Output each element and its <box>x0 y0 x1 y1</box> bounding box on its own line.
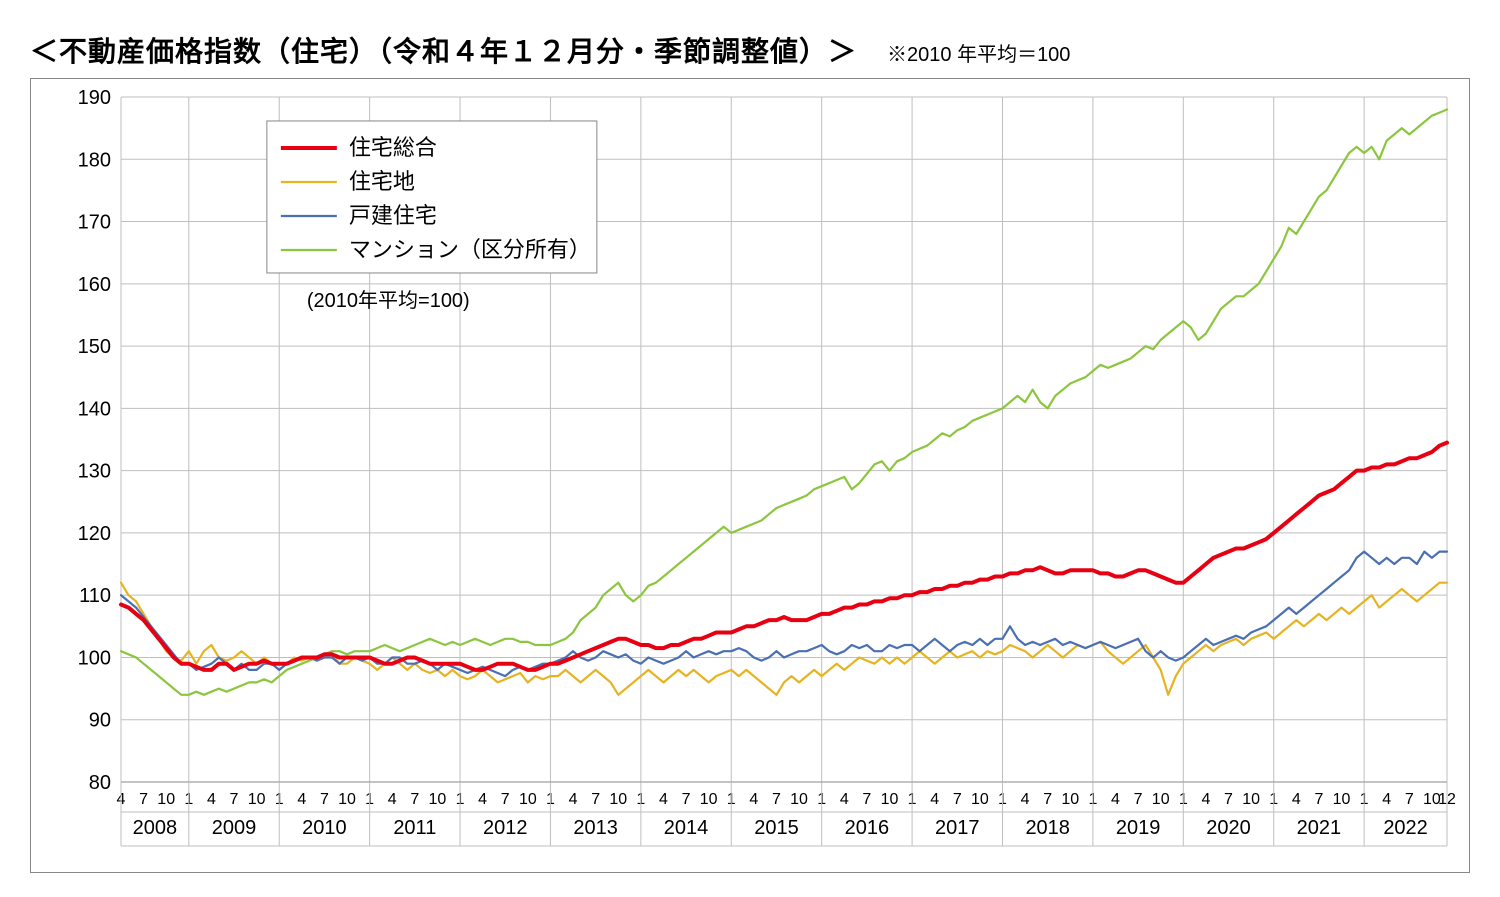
svg-text:住宅地: 住宅地 <box>349 169 415 194</box>
svg-text:2011: 2011 <box>393 817 436 839</box>
svg-text:2019: 2019 <box>1116 817 1161 839</box>
svg-text:7: 7 <box>1043 791 1052 808</box>
svg-text:4: 4 <box>1201 791 1210 808</box>
svg-text:4: 4 <box>840 791 849 808</box>
header: ＜不動産価格指数（住宅）（令和４年１２月分・季節調整値）＞ ※2010 年平均＝… <box>30 30 1470 70</box>
svg-text:2022: 2022 <box>1383 817 1428 839</box>
svg-text:2015: 2015 <box>754 817 799 839</box>
svg-text:2016: 2016 <box>845 817 890 839</box>
line-chart: 8090100110120130140150160170180190471014… <box>31 79 1469 872</box>
svg-text:7: 7 <box>682 791 691 808</box>
svg-text:2013: 2013 <box>573 817 618 839</box>
svg-text:住宅総合: 住宅総合 <box>349 135 437 160</box>
chart-note: ※2010 年平均＝100 <box>887 38 1070 67</box>
svg-text:120: 120 <box>78 523 111 545</box>
svg-text:7: 7 <box>320 791 329 808</box>
svg-text:戸建住宅: 戸建住宅 <box>349 203 437 228</box>
svg-text:130: 130 <box>78 461 111 483</box>
svg-text:90: 90 <box>89 710 111 732</box>
svg-text:10: 10 <box>609 791 627 808</box>
svg-text:7: 7 <box>1314 791 1323 808</box>
svg-text:マンション（区分所有）: マンション（区分所有） <box>349 237 591 262</box>
svg-text:110: 110 <box>79 585 111 607</box>
svg-text:10: 10 <box>248 791 266 808</box>
svg-text:190: 190 <box>78 87 111 109</box>
svg-text:10: 10 <box>429 791 447 808</box>
svg-text:7: 7 <box>1405 791 1414 808</box>
svg-text:2018: 2018 <box>1025 817 1070 839</box>
svg-text:10: 10 <box>1061 791 1079 808</box>
chart-annotation: (2010年平均=100) <box>307 289 470 312</box>
svg-text:7: 7 <box>862 791 871 808</box>
svg-text:4: 4 <box>1382 791 1391 808</box>
svg-text:140: 140 <box>78 398 111 420</box>
svg-text:4: 4 <box>207 791 216 808</box>
svg-text:2012: 2012 <box>483 817 528 839</box>
svg-text:7: 7 <box>139 791 148 808</box>
svg-text:4: 4 <box>749 791 758 808</box>
chart-frame: 8090100110120130140150160170180190471014… <box>30 78 1470 873</box>
legend: 住宅総合住宅地戸建住宅マンション（区分所有） <box>267 121 597 273</box>
svg-text:4: 4 <box>297 791 306 808</box>
svg-text:7: 7 <box>501 791 510 808</box>
svg-text:80: 80 <box>89 772 111 794</box>
svg-text:150: 150 <box>78 336 111 358</box>
svg-text:100: 100 <box>78 647 111 669</box>
svg-text:4: 4 <box>1111 791 1120 808</box>
svg-text:10: 10 <box>519 791 537 808</box>
svg-text:2010: 2010 <box>302 817 347 839</box>
svg-text:10: 10 <box>881 791 899 808</box>
svg-text:10: 10 <box>1333 791 1351 808</box>
svg-text:7: 7 <box>410 791 419 808</box>
svg-text:10: 10 <box>790 791 808 808</box>
svg-text:2017: 2017 <box>935 817 980 839</box>
svg-text:7: 7 <box>772 791 781 808</box>
svg-text:4: 4 <box>1292 791 1301 808</box>
svg-text:4: 4 <box>1021 791 1030 808</box>
svg-text:10: 10 <box>971 791 989 808</box>
svg-text:160: 160 <box>78 274 111 296</box>
svg-text:2009: 2009 <box>212 817 256 839</box>
svg-text:4: 4 <box>659 791 668 808</box>
chart-title: ＜不動産価格指数（住宅）（令和４年１２月分・季節調整値）＞ <box>30 30 857 70</box>
svg-text:10: 10 <box>1152 791 1170 808</box>
svg-text:170: 170 <box>78 212 111 234</box>
svg-text:10: 10 <box>1242 791 1260 808</box>
svg-text:2008: 2008 <box>133 817 178 839</box>
svg-text:7: 7 <box>1134 791 1143 808</box>
svg-text:4: 4 <box>478 791 487 808</box>
svg-text:180: 180 <box>78 149 111 171</box>
svg-text:2020: 2020 <box>1206 817 1251 839</box>
svg-text:4: 4 <box>569 791 578 808</box>
svg-text:2021: 2021 <box>1297 817 1342 839</box>
svg-text:7: 7 <box>1224 791 1233 808</box>
svg-text:7: 7 <box>591 791 600 808</box>
svg-text:4: 4 <box>930 791 939 808</box>
svg-text:10: 10 <box>338 791 356 808</box>
svg-text:10: 10 <box>157 791 175 808</box>
svg-text:7: 7 <box>953 791 962 808</box>
svg-text:7: 7 <box>230 791 239 808</box>
svg-text:4: 4 <box>388 791 397 808</box>
svg-text:10: 10 <box>700 791 718 808</box>
svg-text:2014: 2014 <box>664 817 709 839</box>
